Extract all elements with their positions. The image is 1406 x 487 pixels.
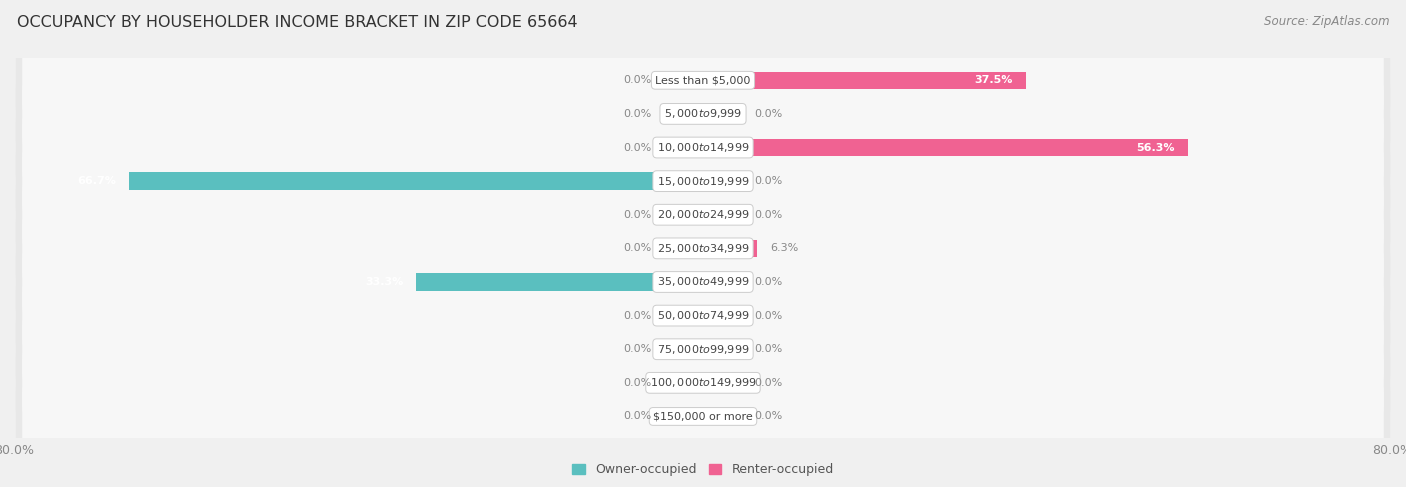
FancyBboxPatch shape	[22, 216, 1384, 281]
Bar	[664, 139, 703, 156]
Text: Less than $5,000: Less than $5,000	[655, 75, 751, 85]
Text: 0.0%: 0.0%	[755, 176, 783, 186]
Bar	[703, 72, 1026, 89]
FancyBboxPatch shape	[22, 384, 1384, 449]
Text: 0.0%: 0.0%	[623, 244, 651, 253]
FancyBboxPatch shape	[22, 82, 1384, 146]
Bar	[703, 273, 742, 291]
FancyBboxPatch shape	[15, 113, 1391, 182]
FancyBboxPatch shape	[15, 214, 1391, 283]
Text: Source: ZipAtlas.com: Source: ZipAtlas.com	[1264, 15, 1389, 28]
Bar	[703, 206, 742, 224]
Text: 0.0%: 0.0%	[623, 311, 651, 320]
FancyBboxPatch shape	[22, 317, 1384, 381]
FancyBboxPatch shape	[15, 46, 1391, 115]
Text: $150,000 or more: $150,000 or more	[654, 412, 752, 421]
Text: $35,000 to $49,999: $35,000 to $49,999	[657, 276, 749, 288]
Text: 0.0%: 0.0%	[623, 143, 651, 152]
Bar	[664, 374, 703, 392]
FancyBboxPatch shape	[22, 48, 1384, 112]
Text: 0.0%: 0.0%	[755, 412, 783, 421]
Text: 0.0%: 0.0%	[623, 344, 651, 354]
Bar	[703, 408, 742, 425]
Text: $50,000 to $74,999: $50,000 to $74,999	[657, 309, 749, 322]
FancyBboxPatch shape	[15, 247, 1391, 317]
Bar	[664, 307, 703, 324]
FancyBboxPatch shape	[15, 348, 1391, 417]
Bar	[703, 172, 742, 190]
Legend: Owner-occupied, Renter-occupied: Owner-occupied, Renter-occupied	[568, 458, 838, 482]
Text: $20,000 to $24,999: $20,000 to $24,999	[657, 208, 749, 221]
Bar	[703, 307, 742, 324]
FancyBboxPatch shape	[22, 283, 1384, 348]
Bar	[703, 139, 1188, 156]
Text: 37.5%: 37.5%	[974, 75, 1012, 85]
Text: 0.0%: 0.0%	[623, 75, 651, 85]
Text: 6.3%: 6.3%	[770, 244, 799, 253]
FancyBboxPatch shape	[22, 183, 1384, 247]
Bar	[664, 206, 703, 224]
Text: $75,000 to $99,999: $75,000 to $99,999	[657, 343, 749, 356]
Text: $15,000 to $19,999: $15,000 to $19,999	[657, 175, 749, 187]
Text: 33.3%: 33.3%	[366, 277, 404, 287]
Bar	[664, 408, 703, 425]
Text: 0.0%: 0.0%	[755, 344, 783, 354]
Text: 0.0%: 0.0%	[623, 412, 651, 421]
FancyBboxPatch shape	[15, 315, 1391, 384]
FancyBboxPatch shape	[22, 351, 1384, 415]
Text: OCCUPANCY BY HOUSEHOLDER INCOME BRACKET IN ZIP CODE 65664: OCCUPANCY BY HOUSEHOLDER INCOME BRACKET …	[17, 15, 578, 30]
Text: $10,000 to $14,999: $10,000 to $14,999	[657, 141, 749, 154]
Bar	[128, 172, 703, 190]
FancyBboxPatch shape	[22, 149, 1384, 213]
Bar	[664, 105, 703, 123]
Bar	[416, 273, 703, 291]
FancyBboxPatch shape	[15, 382, 1391, 451]
Text: 56.3%: 56.3%	[1136, 143, 1175, 152]
Bar	[703, 240, 758, 257]
Text: 0.0%: 0.0%	[755, 109, 783, 119]
Bar	[703, 105, 742, 123]
Bar	[703, 340, 742, 358]
Bar	[664, 72, 703, 89]
Text: $5,000 to $9,999: $5,000 to $9,999	[664, 108, 742, 120]
Text: 66.7%: 66.7%	[77, 176, 115, 186]
Bar	[703, 374, 742, 392]
Text: 0.0%: 0.0%	[755, 277, 783, 287]
Bar	[664, 340, 703, 358]
Text: 0.0%: 0.0%	[623, 378, 651, 388]
Text: 0.0%: 0.0%	[755, 378, 783, 388]
FancyBboxPatch shape	[15, 180, 1391, 249]
Text: 0.0%: 0.0%	[623, 210, 651, 220]
Text: 0.0%: 0.0%	[623, 109, 651, 119]
Text: $100,000 to $149,999: $100,000 to $149,999	[650, 376, 756, 389]
Text: 0.0%: 0.0%	[755, 311, 783, 320]
FancyBboxPatch shape	[15, 147, 1391, 216]
FancyBboxPatch shape	[22, 115, 1384, 180]
FancyBboxPatch shape	[15, 79, 1391, 149]
Text: $25,000 to $34,999: $25,000 to $34,999	[657, 242, 749, 255]
Bar	[664, 240, 703, 257]
Text: 0.0%: 0.0%	[755, 210, 783, 220]
FancyBboxPatch shape	[15, 281, 1391, 350]
FancyBboxPatch shape	[22, 250, 1384, 314]
